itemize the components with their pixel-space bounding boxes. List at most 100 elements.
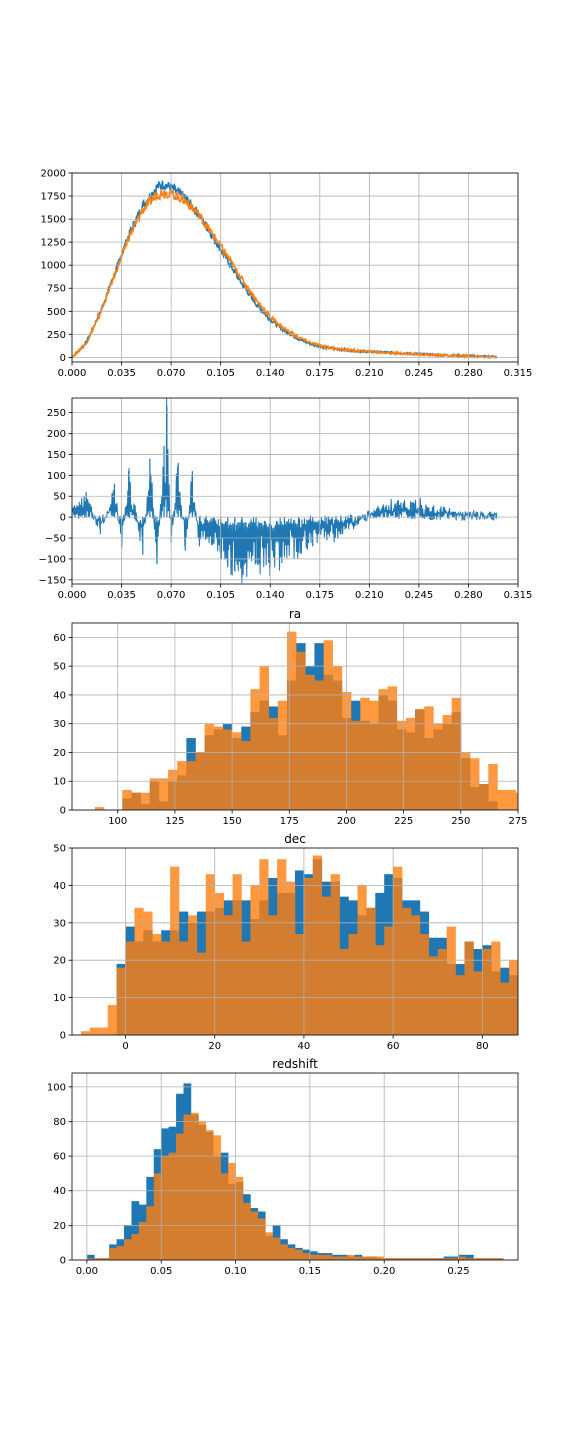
histogram-bar bbox=[131, 1234, 140, 1260]
histogram-bar bbox=[473, 971, 483, 1035]
histogram-bar bbox=[376, 1256, 385, 1260]
y-tick-label: 20 bbox=[53, 956, 66, 967]
axes-frame bbox=[71, 622, 519, 811]
series-line bbox=[72, 188, 497, 360]
histogram-bar bbox=[330, 874, 340, 1035]
y-tick-label: 80 bbox=[53, 1117, 66, 1128]
histogram-bar bbox=[222, 729, 233, 810]
histogram-bar bbox=[554, 1020, 563, 1035]
histogram-bar bbox=[469, 758, 480, 810]
histogram-bar bbox=[196, 952, 207, 1035]
y-tick-label: 1750 bbox=[41, 192, 66, 203]
histogram-bar bbox=[287, 1247, 296, 1260]
histogram-bar bbox=[107, 1005, 117, 1035]
histogram-bar bbox=[443, 1258, 452, 1260]
chart-5: redshift 0.00 0.05 0.10 0.15 0.20 0.25 0 20 40 60 8… bbox=[47, 1057, 519, 1277]
histogram-bar bbox=[339, 948, 349, 1035]
histogram-bar bbox=[305, 674, 315, 810]
histogram-bar bbox=[354, 1256, 363, 1260]
histogram-bar bbox=[451, 1258, 459, 1260]
histogram-bar bbox=[406, 1258, 415, 1260]
x-tick-label: 0.175 bbox=[305, 368, 334, 379]
histogram-bar bbox=[518, 971, 527, 1035]
histogram-bar bbox=[309, 1254, 318, 1260]
histogram-bar bbox=[286, 881, 296, 1035]
histogram-bar bbox=[428, 1258, 437, 1260]
x-tick-label: 0.00 bbox=[76, 1266, 98, 1277]
x-tick-label: 0.280 bbox=[454, 590, 483, 601]
x-tick-label: 0 bbox=[122, 1041, 128, 1052]
axes-frame bbox=[71, 172, 519, 363]
histogram-bar bbox=[158, 778, 169, 810]
x-tick-label: 0.175 bbox=[305, 590, 334, 601]
x-tick-label: 0.210 bbox=[355, 368, 384, 379]
y-tick-label: 40 bbox=[53, 1186, 66, 1197]
histogram-bar bbox=[396, 720, 407, 810]
histogram-bar bbox=[205, 874, 216, 1035]
x-tick-label: 0.20 bbox=[373, 1266, 395, 1277]
y-tick-label: 10 bbox=[53, 777, 66, 788]
histogram-bar bbox=[387, 686, 398, 810]
histogram-bar bbox=[176, 1133, 184, 1260]
histogram-bar bbox=[213, 726, 224, 810]
y-tick-label: 1250 bbox=[41, 238, 66, 249]
y-tick-label: 500 bbox=[47, 307, 66, 318]
histogram-bar bbox=[190, 1112, 199, 1260]
x-tick-label: 0.000 bbox=[58, 590, 87, 601]
histogram-bar bbox=[339, 1256, 348, 1260]
x-tick-label: 0.070 bbox=[157, 368, 186, 379]
histogram-bar bbox=[272, 1237, 281, 1260]
histogram-bar bbox=[250, 689, 260, 810]
plot-area bbox=[80, 855, 576, 1035]
histogram-bar bbox=[259, 666, 269, 810]
histogram-bar bbox=[116, 967, 126, 1035]
y-tick-label: 1500 bbox=[41, 215, 66, 226]
histogram-bar bbox=[205, 1130, 214, 1260]
y-tick-label: −150 bbox=[39, 575, 66, 586]
histogram-bar bbox=[232, 732, 242, 810]
histogram-bar bbox=[480, 1258, 489, 1260]
y-tick-label: 100 bbox=[47, 471, 66, 482]
y-tick-label: 40 bbox=[53, 881, 66, 892]
histogram-bar bbox=[116, 1246, 125, 1260]
x-tick-label: 0.05 bbox=[150, 1266, 172, 1277]
histogram-bar bbox=[140, 792, 151, 810]
axes-frame bbox=[71, 847, 519, 1036]
x-tick-label: 100 bbox=[108, 816, 127, 827]
histogram-bar bbox=[369, 1256, 378, 1260]
histogram-bar bbox=[491, 941, 501, 1035]
histogram-bar bbox=[464, 941, 474, 1035]
histogram-bar bbox=[572, 1028, 576, 1035]
x-tick-label: 0.15 bbox=[299, 1266, 321, 1277]
histogram-bar bbox=[146, 1206, 155, 1260]
histogram-bar bbox=[134, 907, 144, 1035]
y-tick-label: 0 bbox=[60, 806, 66, 817]
histogram-bar bbox=[241, 941, 251, 1035]
series-line bbox=[72, 180, 498, 360]
histogram-bar bbox=[518, 983, 527, 1035]
histogram-bar bbox=[187, 915, 198, 1035]
histogram-bar bbox=[280, 1244, 288, 1260]
x-tick-label: 0.245 bbox=[405, 590, 434, 601]
histogram-bar bbox=[268, 717, 279, 810]
histogram-bar bbox=[399, 1258, 407, 1260]
histogram-bar bbox=[109, 1247, 117, 1260]
histogram-bar bbox=[94, 1258, 103, 1260]
histogram-bar bbox=[131, 792, 141, 810]
x-tick-label: 0.035 bbox=[107, 368, 136, 379]
y-tick-label: 0 bbox=[60, 1256, 66, 1267]
histogram-bar bbox=[465, 1254, 474, 1260]
histogram-bar bbox=[232, 874, 242, 1035]
histogram-bar bbox=[80, 1031, 91, 1035]
histogram-bar bbox=[525, 793, 534, 810]
histogram-bar bbox=[228, 1163, 236, 1260]
histogram-bar bbox=[131, 1201, 140, 1260]
histogram-bar bbox=[138, 1221, 147, 1260]
histogram-bar bbox=[458, 1256, 467, 1260]
x-tick-label: 60 bbox=[387, 1041, 400, 1052]
histogram-bar bbox=[527, 998, 536, 1035]
x-tick-label: 0.105 bbox=[206, 368, 235, 379]
histogram-bar bbox=[186, 761, 196, 810]
x-tick-label: 250 bbox=[451, 816, 470, 827]
line-series-1 bbox=[72, 398, 498, 584]
